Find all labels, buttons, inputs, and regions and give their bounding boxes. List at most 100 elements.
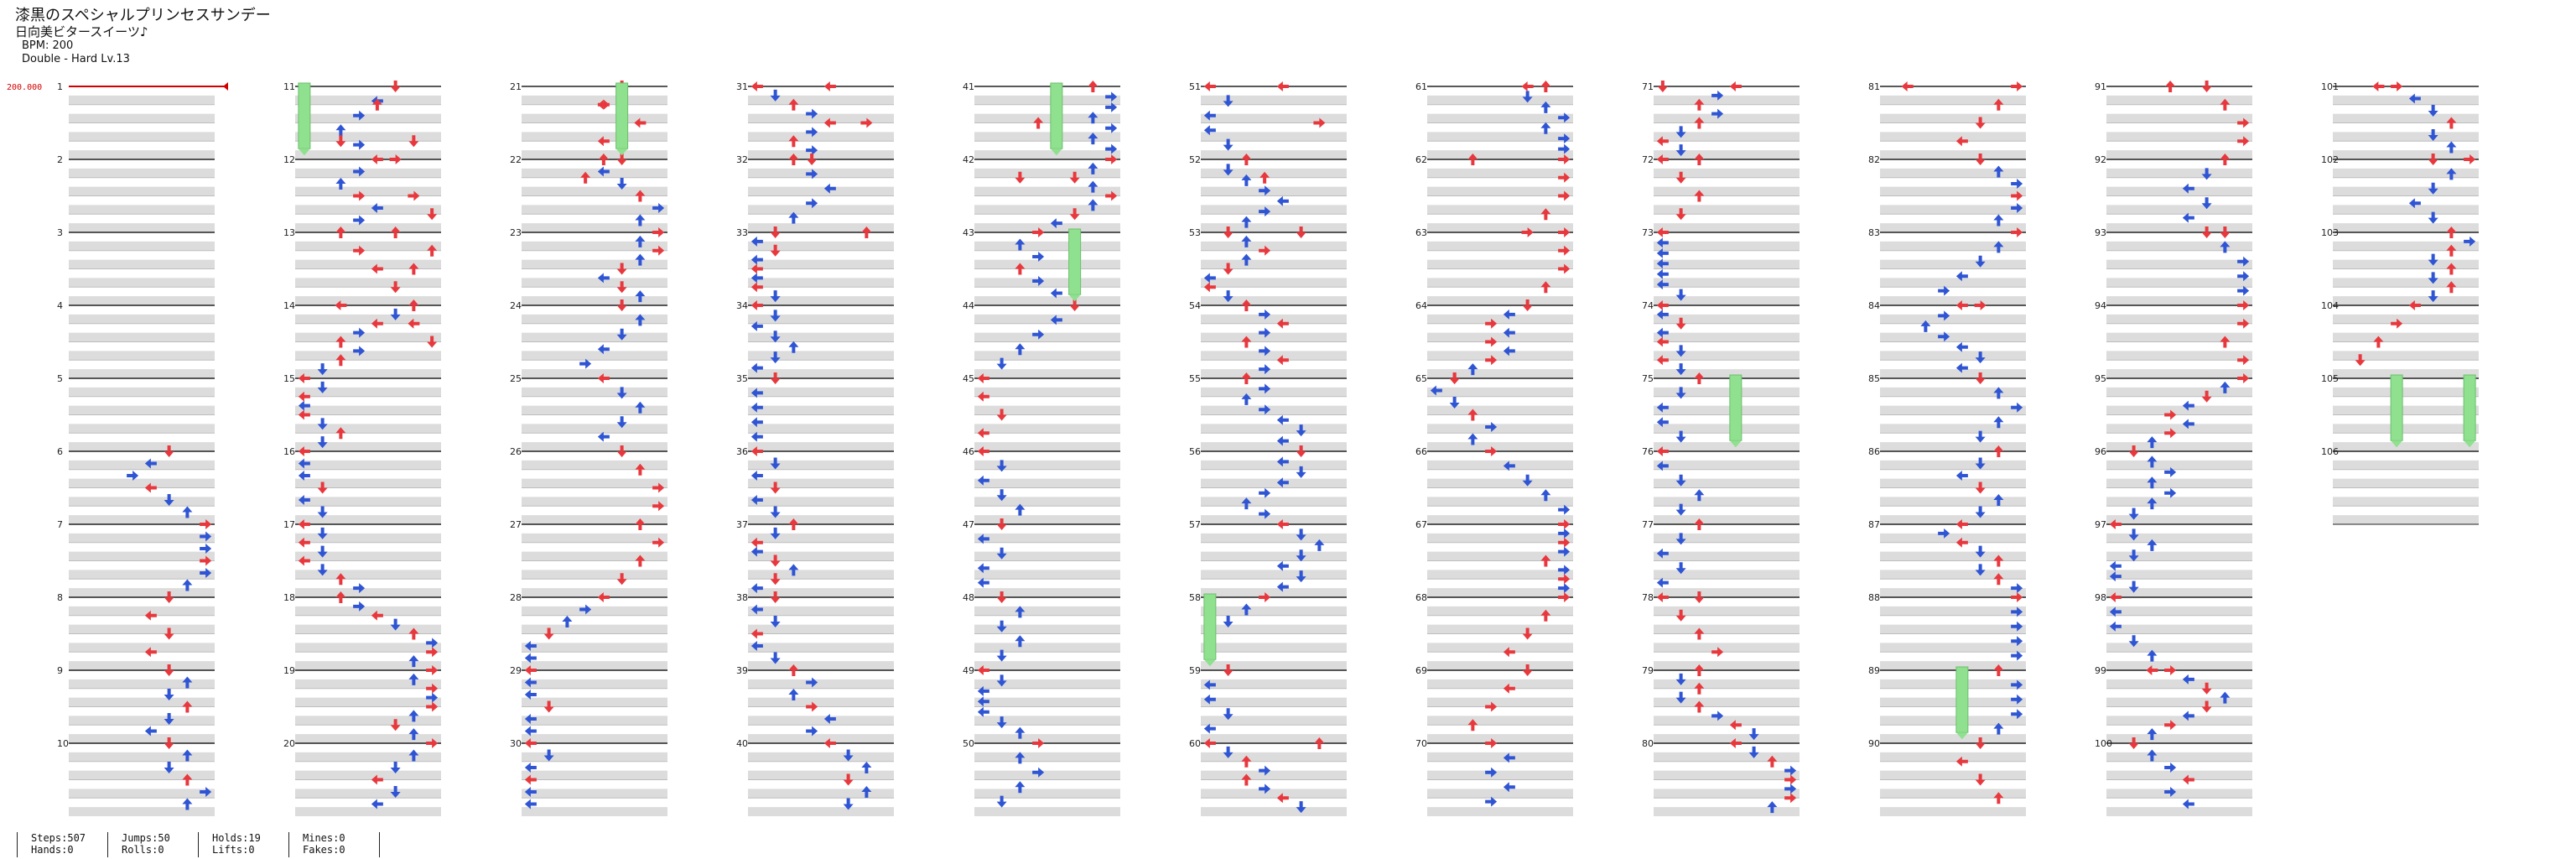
beat-band	[1201, 789, 1347, 799]
arrow-down	[1522, 299, 1533, 311]
arrow-right	[1105, 154, 1118, 164]
hold-body	[1203, 593, 1217, 660]
measure-number: 46	[963, 446, 974, 457]
arrow-left	[1203, 81, 1216, 91]
arrow-up	[635, 314, 646, 326]
arrow-up	[1993, 554, 2004, 567]
beat-band	[748, 223, 894, 232]
arrow-left	[1656, 327, 1669, 338]
arrow-up	[182, 676, 193, 689]
arrow-right	[1032, 252, 1045, 262]
beat-band	[295, 186, 441, 196]
arrow-right	[2164, 720, 2177, 731]
beat-band	[1201, 223, 1347, 232]
arrow-left	[750, 417, 763, 428]
arrow-down	[1675, 673, 1686, 685]
beat-band	[295, 752, 441, 762]
arrow-down	[543, 749, 554, 762]
beat-band	[2333, 497, 2479, 507]
beat-band	[1654, 369, 1800, 378]
arrow-left	[1656, 446, 1669, 456]
beat-band	[1201, 497, 1347, 507]
measure-number: 58	[1189, 592, 1201, 603]
arrow-right	[1259, 364, 1271, 375]
arrow-right	[1784, 793, 1797, 804]
arrow-up	[1993, 165, 2004, 178]
beat-band	[522, 661, 667, 670]
arrow-right	[1105, 143, 1118, 154]
arrow-right	[2011, 607, 2023, 617]
beat-band	[1427, 241, 1573, 251]
arrow-up	[335, 178, 346, 190]
beat-band	[1201, 734, 1347, 743]
arrow-down	[164, 737, 174, 749]
arrow-right	[426, 701, 439, 712]
arrow-left	[1050, 218, 1062, 229]
beat-band	[1880, 150, 2026, 159]
arrow-right	[2164, 665, 2177, 675]
beat-band	[1654, 332, 1800, 342]
beat-band	[1427, 770, 1573, 780]
arrow-down	[2201, 81, 2212, 92]
measure-number: 8	[57, 592, 63, 603]
beat-band	[1880, 369, 2026, 378]
arrow-right	[652, 501, 665, 512]
measure-number: 68	[1415, 592, 1427, 603]
arrow-left	[2109, 607, 2122, 617]
arrow-left	[524, 641, 537, 651]
arrow-left	[1656, 300, 1669, 310]
beat-band	[1880, 332, 2026, 342]
beat-band	[2106, 533, 2252, 543]
arrow-up	[788, 341, 799, 353]
beat-band	[1201, 515, 1347, 524]
arrow-left	[1276, 456, 1289, 467]
measure-number: 37	[736, 519, 748, 530]
arrow-right	[1259, 487, 1271, 498]
arrow-left	[1656, 227, 1669, 237]
beat-band	[69, 497, 215, 507]
arrow-left	[750, 320, 763, 331]
arrow-left	[1276, 195, 1289, 206]
arrow-left	[750, 236, 763, 247]
arrow-down	[616, 445, 627, 457]
arrow-left	[408, 318, 420, 329]
beat-band	[974, 113, 1120, 123]
beat-band	[1201, 405, 1347, 415]
arrow-up	[335, 573, 346, 586]
arrow-left	[524, 738, 537, 748]
arrow-down	[770, 652, 781, 664]
arrow-left	[597, 166, 610, 177]
arrow-left	[1276, 519, 1289, 529]
arrow-up	[1993, 98, 2004, 111]
arrow-right	[2164, 428, 2177, 439]
beat-band	[1880, 95, 2026, 105]
beat-band	[2106, 752, 2252, 762]
arrow-up	[1259, 171, 1270, 184]
arrow-up	[2220, 336, 2231, 348]
arrow-left	[750, 273, 763, 284]
arrow-left	[1656, 336, 1669, 347]
measure-number: 9	[57, 665, 63, 676]
beat-band	[2106, 679, 2252, 689]
arrow-up	[635, 401, 646, 414]
arrow-up	[2165, 81, 2176, 92]
arrow-right	[353, 190, 366, 201]
arrow-down	[2128, 528, 2139, 541]
measure-number: 1	[57, 81, 63, 92]
arrow-right	[2011, 583, 2023, 594]
arrow-left	[1656, 258, 1669, 269]
arrow-up	[408, 627, 419, 640]
arrow-left	[298, 555, 310, 566]
beat-band	[1880, 351, 2026, 361]
arrow-left	[1203, 723, 1216, 734]
beat-band	[1654, 314, 1800, 324]
beat-band	[748, 296, 894, 305]
beat-band	[2106, 223, 2252, 232]
hold-body	[1955, 666, 1969, 733]
beat-band	[69, 716, 215, 726]
arrow-up	[2220, 241, 2231, 253]
arrow-left	[524, 763, 537, 773]
beat-band	[522, 497, 667, 507]
arrow-down	[996, 489, 1007, 502]
arrow-up	[788, 564, 799, 576]
